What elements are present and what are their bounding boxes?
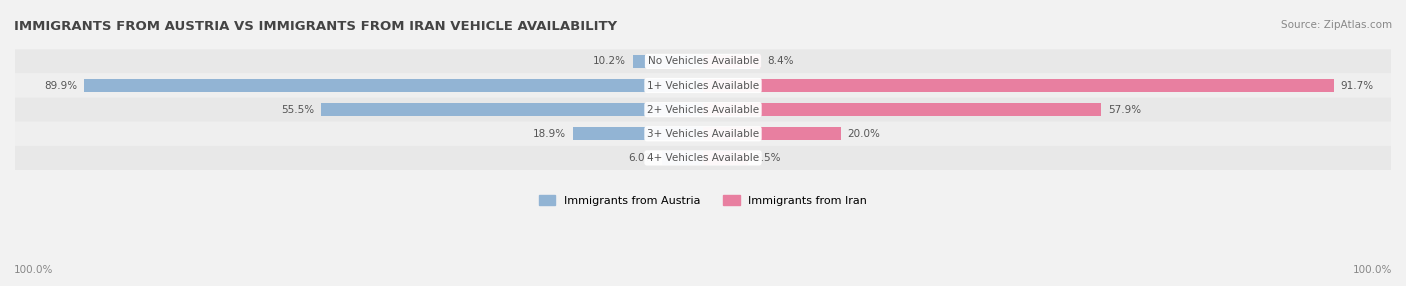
- FancyBboxPatch shape: [15, 146, 1391, 170]
- Text: 18.9%: 18.9%: [533, 129, 567, 139]
- Bar: [703, 127, 841, 140]
- Text: No Vehicles Available: No Vehicles Available: [648, 56, 758, 66]
- Text: 2+ Vehicles Available: 2+ Vehicles Available: [647, 105, 759, 115]
- Bar: [321, 103, 703, 116]
- Bar: [703, 103, 1101, 116]
- FancyBboxPatch shape: [15, 49, 1391, 74]
- Text: 91.7%: 91.7%: [1341, 81, 1374, 91]
- Bar: [703, 79, 1334, 92]
- FancyBboxPatch shape: [15, 98, 1391, 122]
- FancyBboxPatch shape: [15, 122, 1391, 146]
- Text: 20.0%: 20.0%: [848, 129, 880, 139]
- Bar: [703, 151, 748, 164]
- Text: 55.5%: 55.5%: [281, 105, 315, 115]
- Bar: [84, 79, 703, 92]
- FancyBboxPatch shape: [15, 74, 1391, 98]
- Text: 4+ Vehicles Available: 4+ Vehicles Available: [647, 153, 759, 163]
- Text: IMMIGRANTS FROM AUSTRIA VS IMMIGRANTS FROM IRAN VEHICLE AVAILABILITY: IMMIGRANTS FROM AUSTRIA VS IMMIGRANTS FR…: [14, 20, 617, 33]
- Text: 8.4%: 8.4%: [768, 56, 794, 66]
- Text: 10.2%: 10.2%: [593, 56, 626, 66]
- Text: 1+ Vehicles Available: 1+ Vehicles Available: [647, 81, 759, 91]
- Text: 100.0%: 100.0%: [14, 265, 53, 275]
- Text: 100.0%: 100.0%: [1353, 265, 1392, 275]
- Bar: [703, 55, 761, 68]
- Text: 57.9%: 57.9%: [1108, 105, 1142, 115]
- Bar: [574, 127, 703, 140]
- Legend: Immigrants from Austria, Immigrants from Iran: Immigrants from Austria, Immigrants from…: [534, 191, 872, 210]
- Bar: [662, 151, 703, 164]
- Text: Source: ZipAtlas.com: Source: ZipAtlas.com: [1281, 20, 1392, 30]
- Bar: [633, 55, 703, 68]
- Text: 3+ Vehicles Available: 3+ Vehicles Available: [647, 129, 759, 139]
- Text: 89.9%: 89.9%: [45, 81, 77, 91]
- Text: 6.0%: 6.0%: [628, 153, 655, 163]
- Text: 6.5%: 6.5%: [755, 153, 782, 163]
